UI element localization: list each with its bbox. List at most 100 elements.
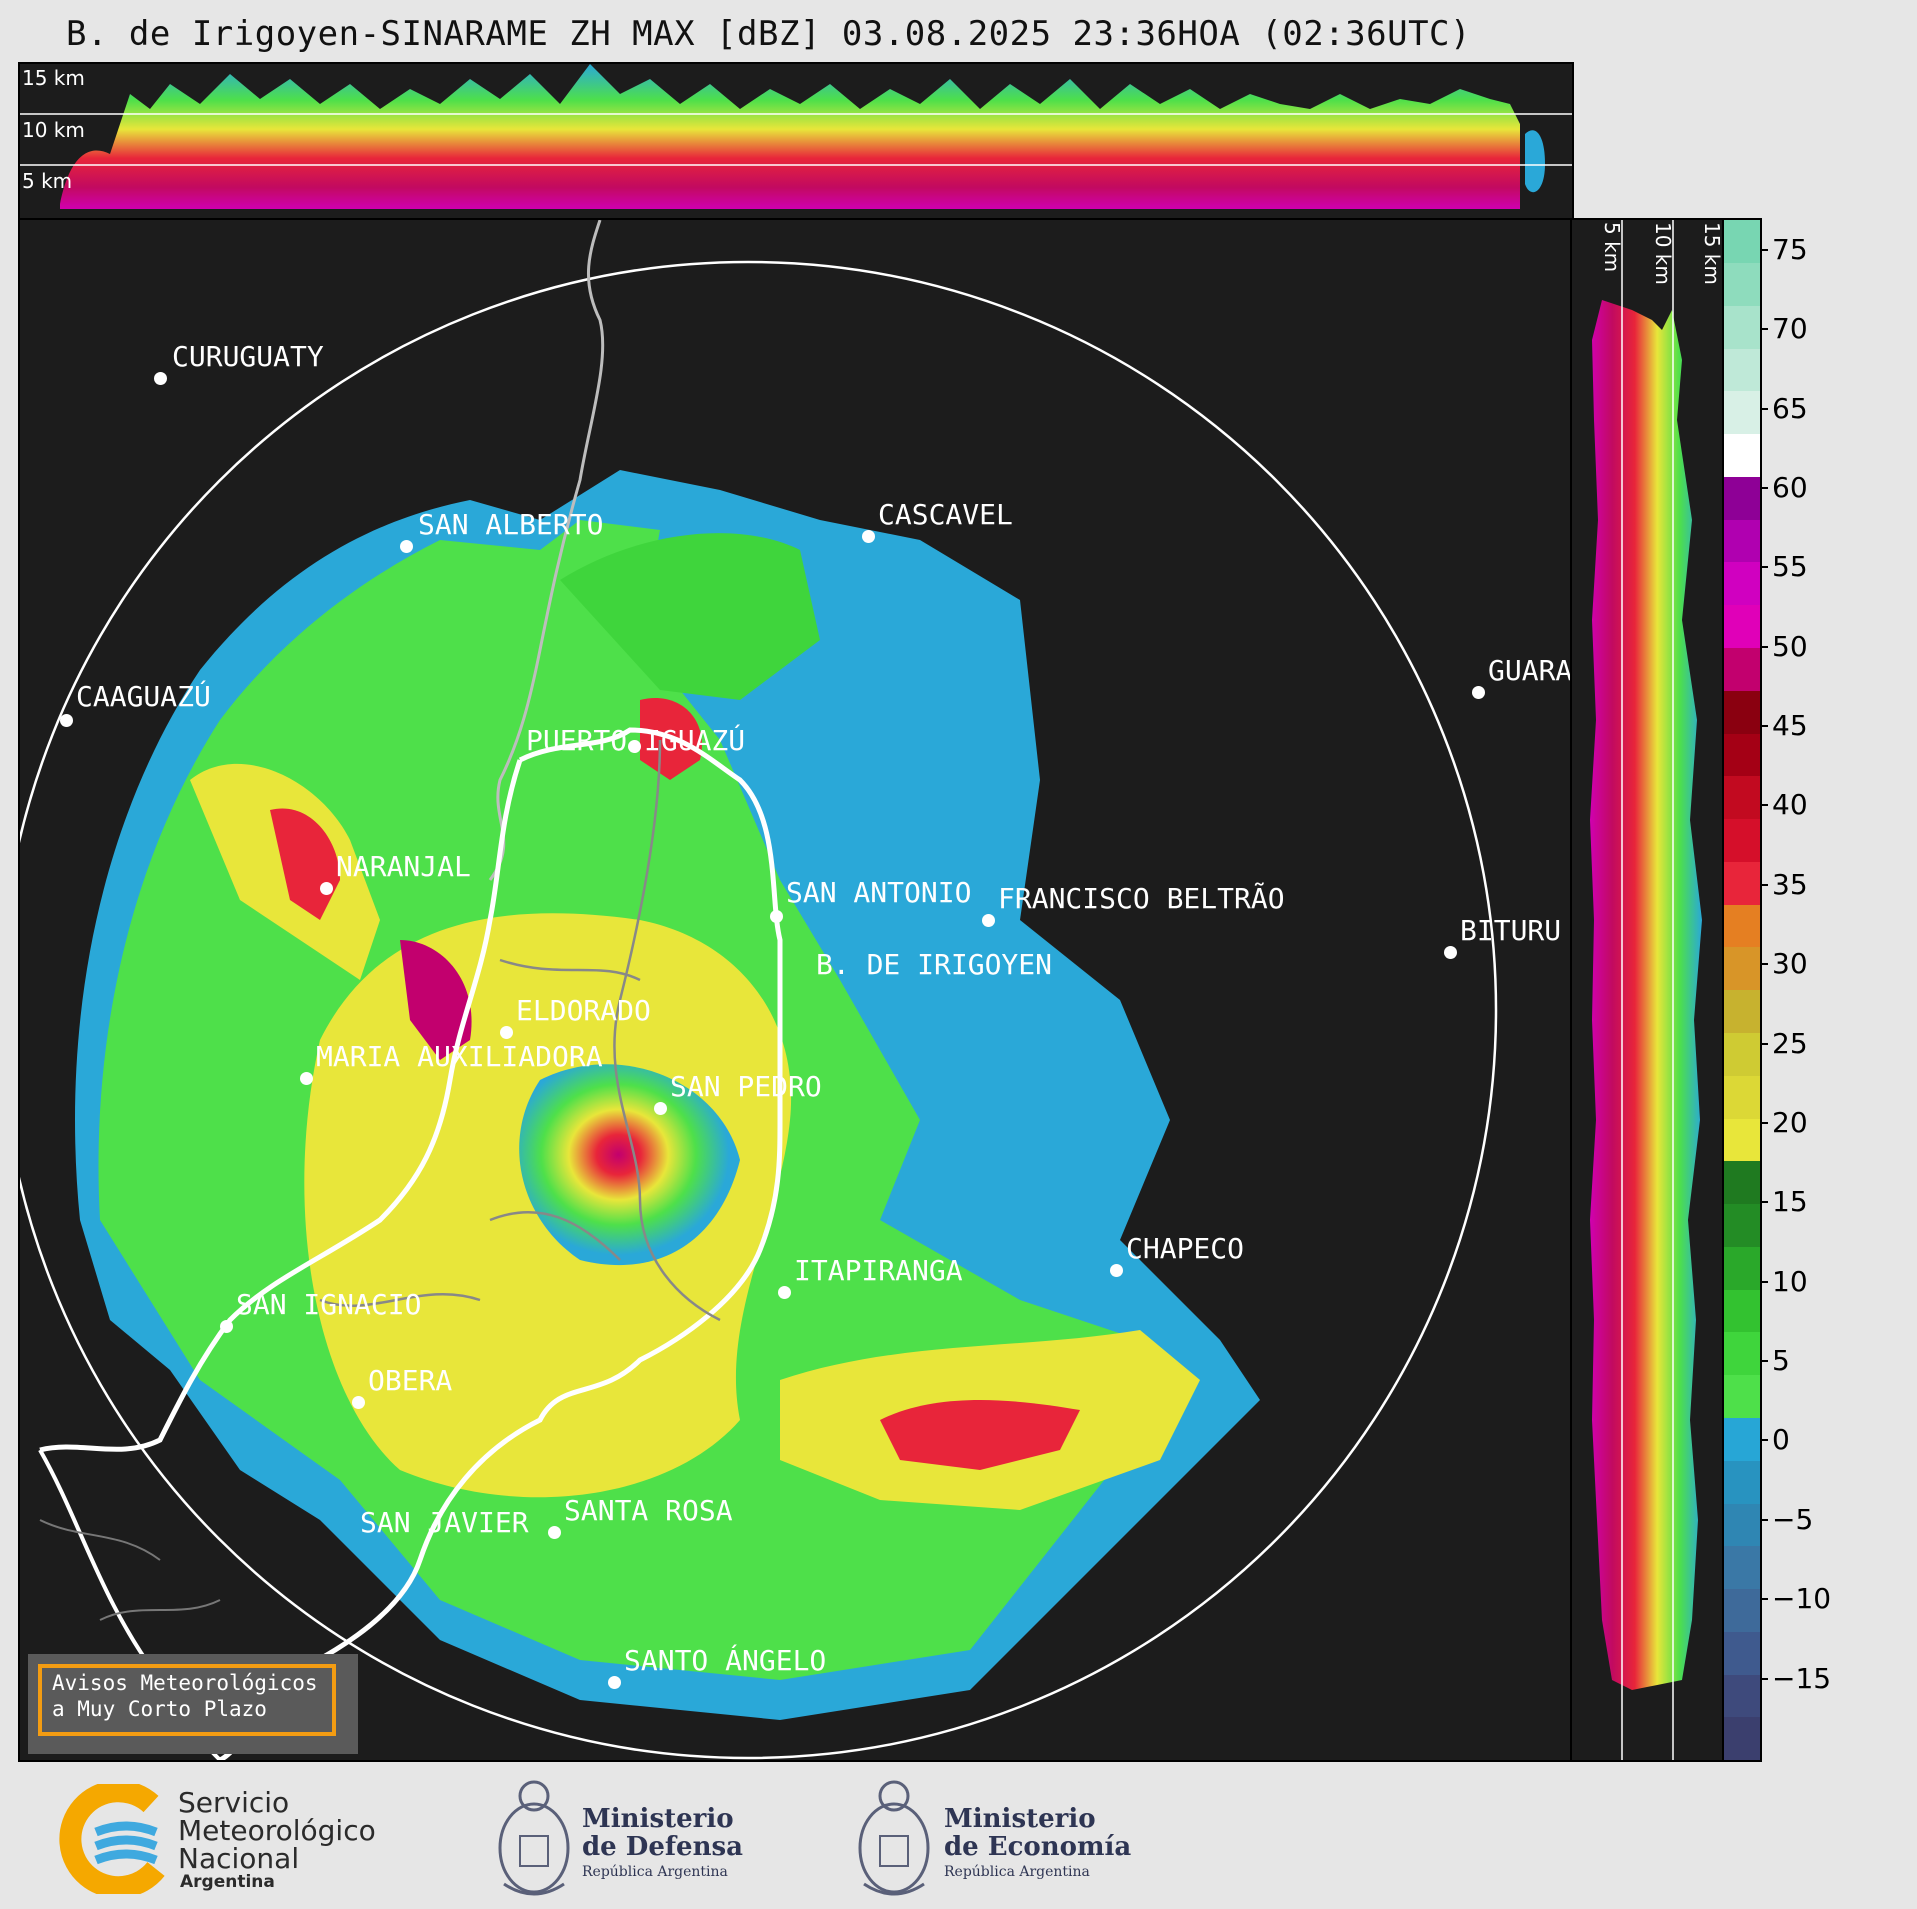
city-dot [982, 914, 995, 927]
city-dot [352, 1396, 365, 1409]
colorbar-segment [1724, 861, 1760, 905]
warning-box[interactable]: Avisos Meteorológicos a Muy Corto Plazo [28, 1654, 358, 1754]
defensa-line-2: de Defensa [582, 1832, 743, 1862]
city-label-eldorado: ELDORADO [516, 994, 651, 1027]
colorbar-tick-label: 0 [1772, 1423, 1790, 1457]
city-label-chapeco: CHAPECO [1126, 1232, 1245, 1265]
colorbar-tick [1760, 566, 1768, 569]
colorbar-tick [1760, 963, 1768, 966]
colorbar-tick-label: 75 [1772, 232, 1808, 266]
colorbar-segment [1724, 1631, 1760, 1675]
right-cross-section-echoes [1590, 220, 1702, 1760]
city-label-maria-auxiliadora: MARIA AUXILIADORA [316, 1040, 603, 1073]
city-dot [320, 882, 333, 895]
city-label-b-de-irigoyen: B. DE IRIGOYEN [816, 948, 1053, 981]
city-dot [300, 1072, 313, 1085]
city-label-san-pedro: SAN PEDRO [670, 1070, 822, 1103]
colorbar-tick-label: 60 [1772, 470, 1808, 504]
colorbar-tick [1760, 248, 1768, 251]
colorbar-segment [1724, 1075, 1760, 1119]
city-label-santa-rosa: SANTA ROSA [564, 1494, 733, 1527]
city-dot [608, 1676, 621, 1689]
colorbar-tick [1760, 1598, 1768, 1601]
colorbar-tick [1760, 1360, 1768, 1363]
city-label-santo-angelo: SANTO ÁNGELO [624, 1644, 827, 1677]
colorbar-tick-label: 55 [1772, 550, 1808, 584]
city-label-san-antonio: SAN ANTONIO [786, 876, 972, 909]
colorbar-tick [1760, 1121, 1768, 1124]
economia-line-2: de Economía [944, 1832, 1132, 1862]
defensa-line-1: Ministerio [582, 1804, 734, 1834]
colorbar-segment [1724, 1203, 1760, 1247]
height-label-15km: 15 km [1700, 222, 1724, 285]
height-label-10km: 10 km [22, 118, 85, 142]
colorbar-segment [1724, 1417, 1760, 1461]
smn-logo-icon [59, 1784, 165, 1894]
city-label-naranjal: NARANJAL [336, 850, 471, 883]
city-label-obera: OBERA [368, 1364, 453, 1397]
colorbar-segment [1724, 391, 1760, 435]
colorbar-tick-label: 50 [1772, 629, 1808, 663]
colorbar-tick [1760, 645, 1768, 648]
colorbar-tick-label: 10 [1772, 1264, 1808, 1298]
colorbar-segment [1724, 519, 1760, 563]
colorbar-segment [1724, 1460, 1760, 1504]
colorbar-tick [1760, 804, 1768, 807]
colorbar-segment [1724, 1546, 1760, 1590]
city-dot [628, 740, 641, 753]
city-dot [400, 540, 413, 553]
city-dot [220, 1320, 233, 1333]
city-dot [1110, 1264, 1123, 1277]
defensa-line-3: República Argentina [582, 1864, 728, 1880]
city-dot [1444, 946, 1457, 959]
colorbar-tick-label: 35 [1772, 867, 1808, 901]
city-label-san-javier: SAN JAVIER [360, 1506, 529, 1539]
colorbar-segment [1724, 1674, 1760, 1718]
colorbar-segment [1724, 1118, 1760, 1162]
colorbar-segment [1724, 990, 1760, 1033]
colorbar-segment [1724, 1375, 1760, 1418]
city-dot [778, 1286, 791, 1299]
height-label-10km: 10 km [1651, 222, 1675, 285]
top-cross-section: 15 km 10 km 5 km [18, 62, 1574, 222]
economia-line-1: Ministerio [944, 1804, 1096, 1834]
city-dot [548, 1526, 561, 1539]
city-label-bituru: BITURU [1460, 914, 1562, 947]
colorbar-segment [1724, 947, 1760, 991]
colorbar-tick [1760, 1439, 1768, 1442]
smn-line-2: Meteorológico [178, 1814, 376, 1847]
colorbar-segment [1724, 904, 1760, 948]
colorbar-tick [1760, 1518, 1768, 1521]
colorbar-segment [1724, 733, 1760, 777]
city-dot [154, 372, 167, 385]
colorbar-segment [1724, 348, 1760, 392]
warning-box-label: Avisos Meteorológicos a Muy Corto Plazo [38, 1664, 336, 1736]
footer-logos: Servicio Meteorológico Nacional Argentin… [0, 1760, 1917, 1909]
colorbar-tick-label: 65 [1772, 391, 1808, 425]
dbz-colorbar [1722, 218, 1762, 1762]
warning-line-1: Avisos Meteorológicos [52, 1671, 318, 1695]
smn-line-4: Argentina [180, 1872, 275, 1892]
colorbar-segment [1724, 1717, 1760, 1761]
colorbar-segment [1724, 1332, 1760, 1376]
smn-line-1: Servicio [178, 1786, 290, 1819]
colorbar-tick-label: −15 [1772, 1661, 1832, 1695]
right-cross-section: 5 km 10 km 15 km [1570, 218, 1724, 1762]
height-label-5km: 5 km [22, 169, 73, 193]
city-label-francisco-beltrao: FRANCISCO BELTRÃO [998, 882, 1285, 915]
city-label-curuguaty: CURUGUATY [172, 340, 324, 373]
colorbar-tick-label: 20 [1772, 1105, 1808, 1139]
colorbar-tick-label: −10 [1772, 1582, 1832, 1616]
colorbar-segment [1724, 1503, 1760, 1547]
colorbar-segment [1724, 562, 1760, 606]
colorbar-segment [1724, 1588, 1760, 1632]
colorbar-segment [1724, 1246, 1760, 1290]
height-label-15km: 15 km [22, 66, 85, 90]
colorbar-segment [1724, 305, 1760, 349]
height-label-5km: 5 km [1600, 222, 1624, 273]
economia-emblem-icon [858, 1780, 930, 1896]
radar-echo-field [20, 220, 1498, 1760]
smn-line-3: Nacional [178, 1842, 300, 1875]
colorbar-tick [1760, 725, 1768, 728]
city-dot [770, 910, 783, 923]
